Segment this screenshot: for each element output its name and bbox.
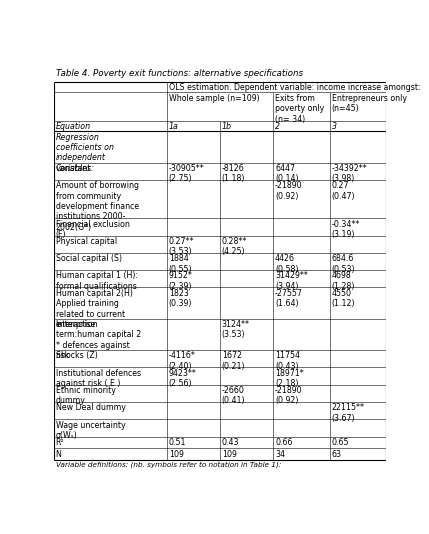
Text: 3124**
(3.53): 3124** (3.53) <box>222 320 250 340</box>
Text: Wage uncertainty
σ(Wₛ): Wage uncertainty σ(Wₛ) <box>56 421 125 440</box>
Text: 11754
(0.43): 11754 (0.43) <box>275 351 300 371</box>
Text: -21890
(0.92): -21890 (0.92) <box>275 181 303 201</box>
Text: 109: 109 <box>169 450 184 459</box>
Text: 2: 2 <box>275 122 280 131</box>
Text: Regression
coefficients on
independent
variables:: Regression coefficients on independent v… <box>56 132 114 173</box>
Text: 0.66: 0.66 <box>275 438 293 447</box>
Text: Shocks (Z): Shocks (Z) <box>56 351 97 360</box>
Text: 4426
(0.58): 4426 (0.58) <box>275 254 299 273</box>
Text: 22115**
(3.67): 22115** (3.67) <box>332 403 365 422</box>
Text: 3: 3 <box>332 122 337 131</box>
Text: -21890
(0.92): -21890 (0.92) <box>275 386 303 405</box>
Text: 63: 63 <box>332 450 341 459</box>
Text: 31429**
(3.94): 31429** (3.94) <box>275 271 308 291</box>
Text: 1672
(0.21): 1672 (0.21) <box>222 351 245 371</box>
Text: -8126
(1.18): -8126 (1.18) <box>222 164 245 183</box>
Text: 0.28**
(4.25): 0.28** (4.25) <box>222 237 247 256</box>
Text: Human capital 2(H)
Applied training
related to current
enterprise: Human capital 2(H) Applied training rela… <box>56 289 133 329</box>
Text: 109: 109 <box>222 450 237 459</box>
Text: Constant: Constant <box>56 164 91 173</box>
Text: Exits from
poverty only
(n= 34): Exits from poverty only (n= 34) <box>275 94 324 123</box>
Text: Financial exclusion
(F): Financial exclusion (F) <box>56 219 130 239</box>
Text: 1a: 1a <box>169 122 178 131</box>
Text: Equation: Equation <box>56 122 91 131</box>
Text: 4550
(1.12): 4550 (1.12) <box>332 289 355 308</box>
Text: Variable definitions: (nb. symbols refer to notation in Table 1):: Variable definitions: (nb. symbols refer… <box>56 461 281 468</box>
Text: -27557
(1.64): -27557 (1.64) <box>275 289 303 308</box>
Text: Entrepreneurs only
(n=45): Entrepreneurs only (n=45) <box>332 94 407 113</box>
Text: 34: 34 <box>275 450 285 459</box>
Text: Human capital 1 (H):
formal qualifications: Human capital 1 (H): formal qualificatio… <box>56 271 138 291</box>
Text: 18971*
(2.18): 18971* (2.18) <box>275 368 304 388</box>
Text: 1823
(0.39): 1823 (0.39) <box>169 289 192 308</box>
Text: -0.34**
(3.19): -0.34** (3.19) <box>332 219 360 239</box>
Text: -4116*
(2.40): -4116* (2.40) <box>169 351 196 371</box>
Text: 684.6
(0.53): 684.6 (0.53) <box>332 254 355 273</box>
Text: Institutional defences
against risk ( E ): Institutional defences against risk ( E … <box>56 368 141 388</box>
Text: OLS estimation. Dependent variable: income increase amongst:: OLS estimation. Dependent variable: inco… <box>169 83 420 92</box>
Text: New Deal dummy: New Deal dummy <box>56 403 126 412</box>
Text: N: N <box>56 450 61 459</box>
Text: Physical capital: Physical capital <box>56 237 117 246</box>
Text: 1b: 1b <box>222 122 232 131</box>
Text: 0.65: 0.65 <box>332 438 349 447</box>
Text: Amount of borrowing
from community
development finance
institutions 2000-
2002(G: Amount of borrowing from community devel… <box>56 181 139 232</box>
Text: 9423**
(2.56): 9423** (2.56) <box>169 368 196 388</box>
Text: -2660
(0.41): -2660 (0.41) <box>222 386 245 405</box>
Text: -34392**
(3.98): -34392** (3.98) <box>332 164 367 183</box>
Text: 4698
(1.28): 4698 (1.28) <box>332 271 355 291</box>
Text: 0.51: 0.51 <box>169 438 186 447</box>
Text: Ethnic minority
dummy: Ethnic minority dummy <box>56 386 115 405</box>
Text: Table 4. Poverty exit functions: alternative specifications: Table 4. Poverty exit functions: alterna… <box>56 69 302 78</box>
Text: 0.43: 0.43 <box>222 438 239 447</box>
Text: R²: R² <box>56 438 64 447</box>
Text: 9152*
(2.39): 9152* (2.39) <box>169 271 193 291</box>
Text: -30905**
(2.75): -30905** (2.75) <box>169 164 204 183</box>
Text: Whole sample (n=109): Whole sample (n=109) <box>169 94 259 103</box>
Text: 0.27**
(3.53): 0.27** (3.53) <box>169 237 194 256</box>
Text: 0.27
(0.47): 0.27 (0.47) <box>332 181 355 201</box>
Text: 6447
(0.14): 6447 (0.14) <box>275 164 299 183</box>
Text: 1884
(0.55): 1884 (0.55) <box>169 254 192 273</box>
Text: Social capital (S): Social capital (S) <box>56 254 121 263</box>
Text: Interaction
term:human capital 2
* defences against
risk: Interaction term:human capital 2 * defen… <box>56 320 141 360</box>
